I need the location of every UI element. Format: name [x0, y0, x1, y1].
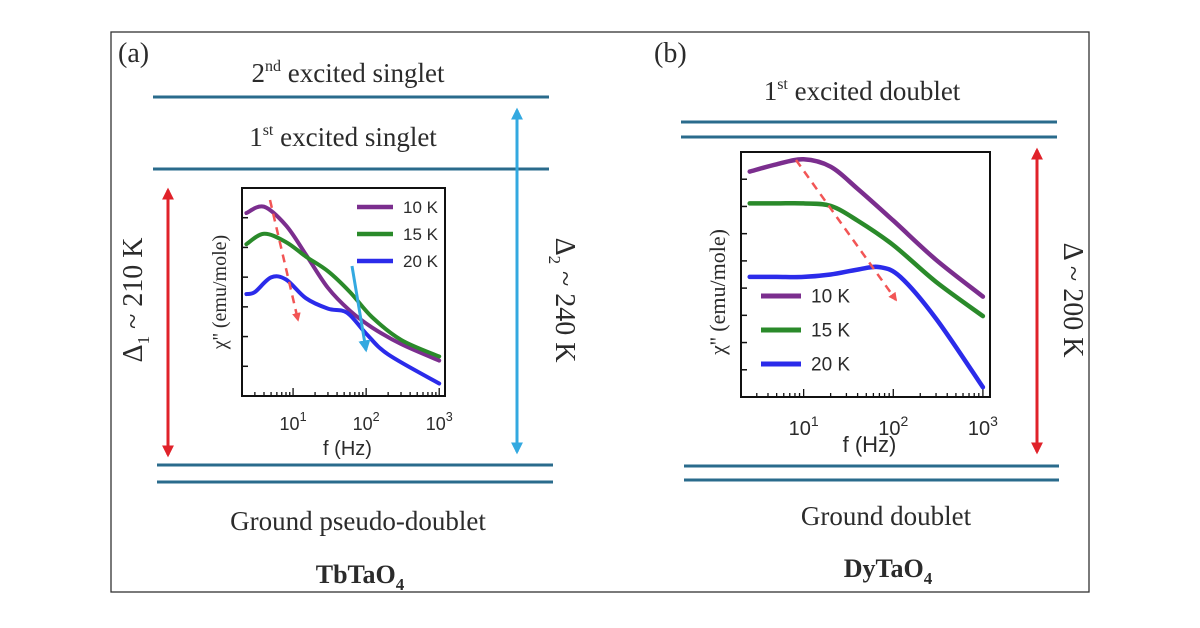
panel-b: (b) 1st excited doublet Ground doublet D… — [654, 38, 1088, 588]
x-tick-label: 101 — [789, 413, 819, 440]
legend-label: 20 K — [403, 252, 439, 271]
legend-label: 20 K — [811, 355, 850, 376]
panel-a-compound: TbTaO4 — [316, 560, 405, 594]
panel-a-level1-label: 1st excited singlet — [249, 122, 437, 152]
x-tick-label: 102 — [878, 413, 908, 440]
panel-b-compound: DyTaO4 — [844, 554, 933, 588]
panel-b-label: (b) — [654, 38, 687, 69]
x-axis-label: f (Hz) — [323, 438, 372, 460]
panel-a-label: (a) — [118, 38, 149, 69]
shoulder-shift-arrow — [350, 265, 371, 353]
panel-a-inset-chart: 101 102 103 f (Hz) χ'' (emu/mole) 10 K 15 K 20 … — [209, 187, 453, 460]
panel-a-level2-label: 2nd excited singlet — [252, 58, 445, 88]
panel-b-delta-label: Δ ~ 200 K — [1057, 243, 1088, 358]
y-axis-label: χ'' (emu/mole) — [209, 235, 231, 350]
series-line-15k — [244, 231, 442, 359]
figure-frame — [110, 31, 1090, 593]
series-line-20k — [244, 274, 442, 386]
legend-label: 10 K — [403, 198, 439, 217]
panel-b-level1-label: 1st excited doublet — [764, 76, 961, 106]
x-tick-label: 101 — [280, 410, 307, 434]
panel-a-delta2-label: Δ2 ~ 240 K — [545, 238, 580, 363]
legend-label: 15 K — [403, 225, 439, 244]
x-axis-label: f (Hz) — [843, 432, 897, 457]
series-line-10k — [747, 157, 986, 299]
peak-shift-arrow — [794, 159, 898, 302]
x-tick-label: 103 — [968, 413, 998, 440]
panel-a-delta1-label: Δ1 ~ 210 K — [118, 238, 153, 363]
panel-a: (a) 2nd excited singlet 1st excited sing… — [118, 38, 580, 594]
panel-a-ground-label: Ground pseudo-doublet — [230, 506, 486, 536]
series-line-15k — [747, 200, 986, 319]
panel-b-inset-chart: 101 102 103 f (Hz) χ'' (emu/mole) 10 K 15 K 20 … — [705, 151, 998, 457]
x-tick-label: 102 — [353, 410, 380, 434]
series-line-10k — [244, 204, 442, 363]
panel-b-ground-label: Ground doublet — [801, 501, 972, 531]
series-line-20k — [747, 264, 986, 390]
x-tick-label: 103 — [426, 410, 453, 434]
y-axis-label: χ'' (emu/mole) — [705, 229, 730, 356]
peak-shift-arrow — [268, 199, 301, 322]
legend-label: 15 K — [811, 321, 850, 342]
legend-label: 10 K — [811, 287, 850, 308]
inset-a-plot-frame — [241, 187, 446, 397]
